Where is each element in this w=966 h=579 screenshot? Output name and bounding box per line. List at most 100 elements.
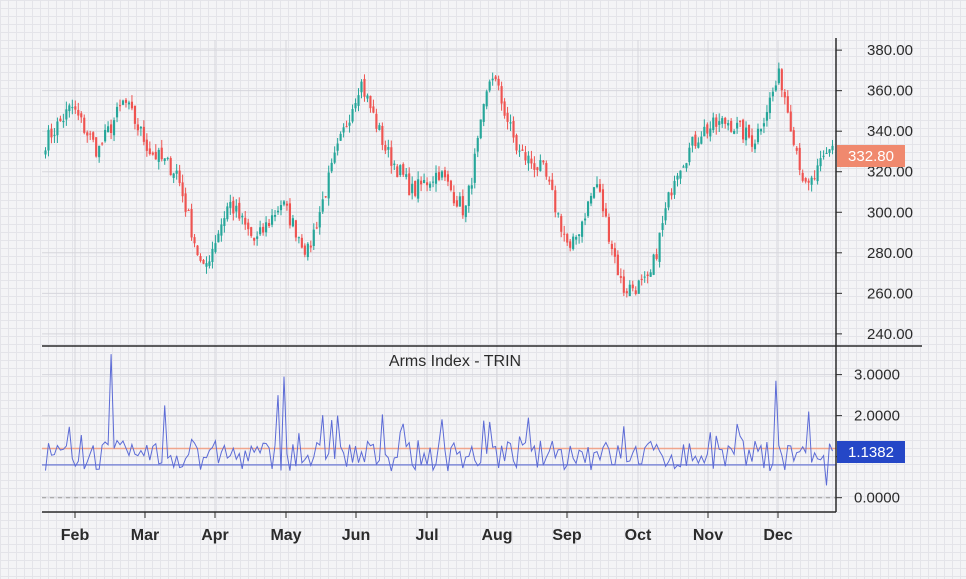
candle[interactable] <box>437 166 441 182</box>
candle[interactable] <box>273 210 277 222</box>
candle[interactable] <box>822 150 825 160</box>
candle[interactable] <box>458 192 461 207</box>
candle[interactable] <box>759 128 763 135</box>
candle[interactable] <box>202 258 205 265</box>
candle[interactable] <box>47 125 50 157</box>
candle[interactable] <box>342 123 345 138</box>
candle[interactable] <box>753 139 757 153</box>
candle[interactable] <box>148 141 151 156</box>
candle[interactable] <box>461 189 464 219</box>
candle[interactable] <box>434 165 438 192</box>
candle[interactable] <box>610 240 613 256</box>
candle[interactable] <box>151 151 154 156</box>
candle[interactable] <box>247 218 250 236</box>
candle[interactable] <box>154 144 157 160</box>
candle[interactable] <box>756 123 760 145</box>
candle[interactable] <box>223 211 226 233</box>
candle[interactable] <box>551 173 554 191</box>
candle[interactable] <box>288 198 292 229</box>
candle[interactable] <box>673 175 676 199</box>
candle[interactable] <box>354 98 357 112</box>
candle[interactable] <box>214 235 217 254</box>
candle[interactable] <box>127 100 131 110</box>
candle[interactable] <box>235 199 238 218</box>
candle[interactable] <box>786 90 789 114</box>
candle[interactable] <box>739 120 742 128</box>
candle[interactable] <box>220 218 223 242</box>
candle[interactable] <box>396 164 399 178</box>
candle[interactable] <box>718 113 721 133</box>
candle[interactable] <box>229 194 232 215</box>
candle[interactable] <box>455 195 458 208</box>
candle[interactable] <box>703 119 706 137</box>
candle[interactable] <box>190 203 193 241</box>
candle[interactable] <box>765 105 768 127</box>
candle[interactable] <box>59 115 62 122</box>
candle[interactable] <box>238 197 241 221</box>
candle[interactable] <box>831 139 834 155</box>
candle[interactable] <box>89 130 92 141</box>
candle[interactable] <box>327 165 330 206</box>
candle[interactable] <box>187 208 190 212</box>
candle[interactable] <box>712 112 715 133</box>
candle[interactable] <box>393 160 396 170</box>
candle[interactable] <box>95 137 98 158</box>
trin-line[interactable] <box>45 354 833 486</box>
candle[interactable] <box>625 288 628 298</box>
candle[interactable] <box>169 156 172 176</box>
candle[interactable] <box>279 200 283 216</box>
candle[interactable] <box>816 158 819 185</box>
candle[interactable] <box>420 176 423 192</box>
candle[interactable] <box>256 231 259 246</box>
candle[interactable] <box>560 213 563 238</box>
candle[interactable] <box>721 115 724 128</box>
candle[interactable] <box>730 118 733 133</box>
candle[interactable] <box>208 255 211 269</box>
candle[interactable] <box>548 176 551 185</box>
candle[interactable] <box>110 119 113 140</box>
candle[interactable] <box>405 168 408 180</box>
candle[interactable] <box>476 135 479 158</box>
candle[interactable] <box>589 193 593 207</box>
candle[interactable] <box>253 237 256 246</box>
candle[interactable] <box>381 122 384 151</box>
candle[interactable] <box>518 144 521 157</box>
candle[interactable] <box>700 131 703 145</box>
candle[interactable] <box>655 248 658 261</box>
candle[interactable] <box>65 101 68 126</box>
candle[interactable] <box>706 122 709 139</box>
candle[interactable] <box>762 117 766 134</box>
candle[interactable] <box>569 239 572 252</box>
candle[interactable] <box>303 243 306 258</box>
candle[interactable] <box>163 158 166 165</box>
candle[interactable] <box>497 75 500 91</box>
candle[interactable] <box>285 200 289 211</box>
candle[interactable] <box>77 102 80 121</box>
candle[interactable] <box>142 120 145 146</box>
candle[interactable] <box>557 212 560 218</box>
candle[interactable] <box>366 93 369 103</box>
candle[interactable] <box>724 116 727 129</box>
candle[interactable] <box>306 242 309 261</box>
candle[interactable] <box>157 147 160 170</box>
candle[interactable] <box>297 236 300 244</box>
candle[interactable] <box>101 141 104 146</box>
candle[interactable] <box>494 75 497 82</box>
candle[interactable] <box>411 176 414 200</box>
candle[interactable] <box>733 129 736 135</box>
candle[interactable] <box>136 118 139 136</box>
candle[interactable] <box>479 119 482 140</box>
candle[interactable] <box>270 209 274 228</box>
candle[interactable] <box>512 116 515 143</box>
candle[interactable] <box>736 116 739 134</box>
candle[interactable] <box>294 219 297 242</box>
candle[interactable] <box>139 126 142 136</box>
candle[interactable] <box>768 92 771 120</box>
candle[interactable] <box>586 200 590 218</box>
candle[interactable] <box>598 178 602 193</box>
candle[interactable] <box>336 137 339 156</box>
candle[interactable] <box>417 171 420 203</box>
candle[interactable] <box>300 234 303 249</box>
candle[interactable] <box>825 147 828 155</box>
candle[interactable] <box>604 202 608 218</box>
